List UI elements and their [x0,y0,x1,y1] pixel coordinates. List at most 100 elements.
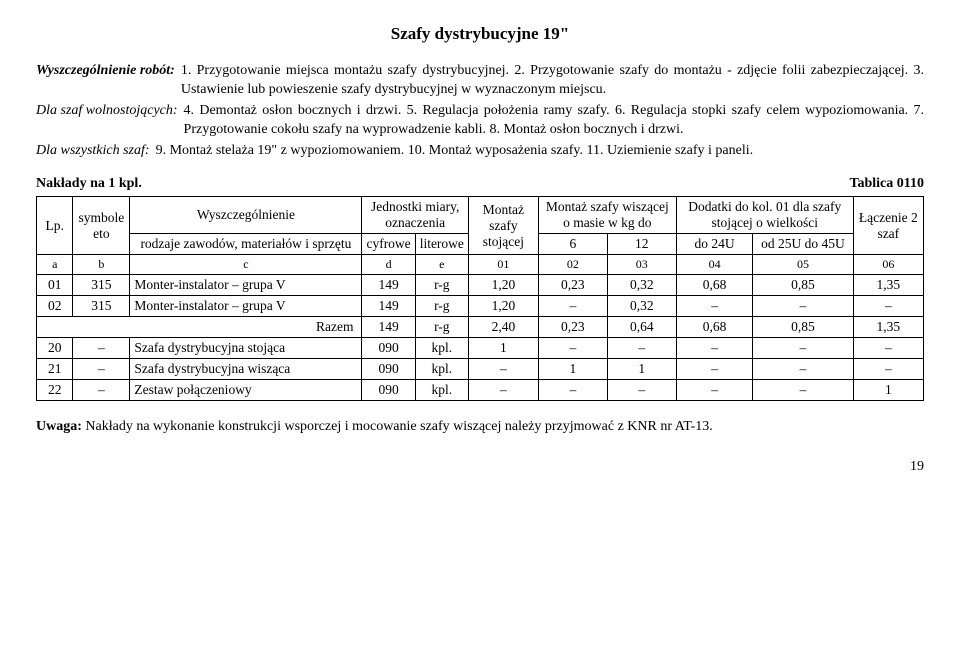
cell-cyf: 149 [362,296,415,317]
ci-04: 04 [676,255,753,275]
desc-text-1: 1. Przygotowanie miejsca montażu szafy d… [181,62,924,100]
header-row-1: Lp. symbole eto Wyszczególnienie Jednost… [37,197,924,234]
cell-name: Monter-instalator – grupa V [130,275,362,296]
cell-v0: – [468,380,538,401]
ci-01: 01 [468,255,538,275]
desc-label-2: Dla szaf wolnostojących: [36,102,184,140]
hdr-literowe: literowe [415,234,468,255]
cell-v1: 1 [538,359,607,380]
mat-row-22: 22 – Zestaw połączeniowy 090 kpl. – – – … [37,380,924,401]
hdr-wyszcz: Wyszczególnienie [130,197,362,234]
razem-v3: 0,68 [676,317,753,338]
hdr-wisz-6: 6 [538,234,607,255]
cell-v5: 1,35 [853,275,923,296]
desc-row-1: Wyszczególnienie robót: 1. Przygotowanie… [36,62,924,100]
col-index-row: a b c d e 01 02 03 04 05 06 [37,255,924,275]
cell-lit: kpl. [415,380,468,401]
ci-02: 02 [538,255,607,275]
hdr-jednostki: Jednostki miary, oznaczenia [362,197,468,234]
cell-v3: – [676,380,753,401]
cell-lit: r-g [415,296,468,317]
hdr-symbole: symbole eto [73,197,130,255]
cell-v0: 1,20 [468,296,538,317]
cell-v5: 1 [853,380,923,401]
desc-row-3: Dla wszystkich szaf: 9. Montaż stelaża 1… [36,142,924,161]
cell-cyf: 090 [362,380,415,401]
cell-v1: 0,23 [538,275,607,296]
hdr-lp: Lp. [37,197,73,255]
cell-name: Szafa dystrybucyjna stojąca [130,338,362,359]
cell-cyf: 149 [362,275,415,296]
desc-text-3: 9. Montaż stelaża 19" z wypoziomowaniem.… [156,142,924,161]
cell-v2: – [607,380,676,401]
razem-lit: r-g [415,317,468,338]
cell-v3: – [676,296,753,317]
description-block: Wyszczególnienie robót: 1. Przygotowanie… [36,62,924,160]
cell-name: Monter-instalator – grupa V [130,296,362,317]
ci-05: 05 [753,255,853,275]
uwaga-text: Nakłady na wykonanie konstrukcji wsporcz… [82,419,713,434]
cell-sym: – [73,359,130,380]
mat-row-20: 20 – Szafa dystrybucyjna stojąca 090 kpl… [37,338,924,359]
cell-v0: 1,20 [468,275,538,296]
page-title: Szafy dystrybucyjne 19" [36,24,924,44]
data-row-02: 02 315 Monter-instalator – grupa V 149 r… [37,296,924,317]
ci-a: a [37,255,73,275]
hdr-montaz-stoj: Montaż szafy stojącej [468,197,538,255]
cell-lp: 20 [37,338,73,359]
cell-v5: – [853,338,923,359]
cell-v2: – [607,338,676,359]
desc-text-2: 4. Demontaż osłon bocznych i drzwi. 5. R… [184,102,924,140]
ci-06: 06 [853,255,923,275]
hdr-do24u: do 24U [676,234,753,255]
cell-v0: – [468,359,538,380]
desc-row-2: Dla szaf wolnostojących: 4. Demontaż osł… [36,102,924,140]
desc-label-3: Dla wszystkich szaf: [36,142,156,161]
cell-lp: 22 [37,380,73,401]
cell-v1: – [538,380,607,401]
cell-v2: 0,32 [607,296,676,317]
cell-v1: – [538,296,607,317]
razem-v0: 2,40 [468,317,538,338]
cell-lit: kpl. [415,359,468,380]
cell-v2: 0,32 [607,275,676,296]
hdr-rodzaje: rodzaje zawodów, materiałów i sprzętu [130,234,362,255]
cell-sym: 315 [73,296,130,317]
cell-lp: 02 [37,296,73,317]
main-table: Lp. symbole eto Wyszczególnienie Jednost… [36,196,924,401]
razem-row: Razem 149 r-g 2,40 0,23 0,64 0,68 0,85 1… [37,317,924,338]
ci-e: e [415,255,468,275]
razem-v5: 1,35 [853,317,923,338]
hdr-dodatki: Dodatki do kol. 01 dla szafy stojącej o … [676,197,853,234]
cell-v5: – [853,296,923,317]
naklady-label: Nakłady na 1 kpl. [36,176,142,192]
ci-d: d [362,255,415,275]
cell-sym: – [73,338,130,359]
cell-name: Zestaw połączeniowy [130,380,362,401]
uwaga-note: Uwaga: Nakłady na wykonanie konstrukcji … [36,419,924,435]
cell-v4: – [753,296,853,317]
cell-v3: – [676,359,753,380]
cell-v5: – [853,359,923,380]
tablica-label: Tablica 0110 [849,176,924,192]
cell-sym: – [73,380,130,401]
razem-label: Razem [37,317,362,338]
cell-lit: r-g [415,275,468,296]
cell-v3: – [676,338,753,359]
data-row-01: 01 315 Monter-instalator – grupa V 149 r… [37,275,924,296]
razem-v2: 0,64 [607,317,676,338]
ci-c: c [130,255,362,275]
mat-row-21: 21 – Szafa dystrybucyjna wisząca 090 kpl… [37,359,924,380]
hdr-laczenie: Łączenie 2 szaf [853,197,923,255]
razem-v4: 0,85 [753,317,853,338]
hdr-cyfrowe: cyfrowe [362,234,415,255]
hdr-od25u: od 25U do 45U [753,234,853,255]
ci-03: 03 [607,255,676,275]
cell-cyf: 090 [362,359,415,380]
cell-v4: – [753,380,853,401]
cell-v0: 1 [468,338,538,359]
ci-b: b [73,255,130,275]
cell-v4: 0,85 [753,275,853,296]
cell-v4: – [753,338,853,359]
hdr-wisz-12: 12 [607,234,676,255]
